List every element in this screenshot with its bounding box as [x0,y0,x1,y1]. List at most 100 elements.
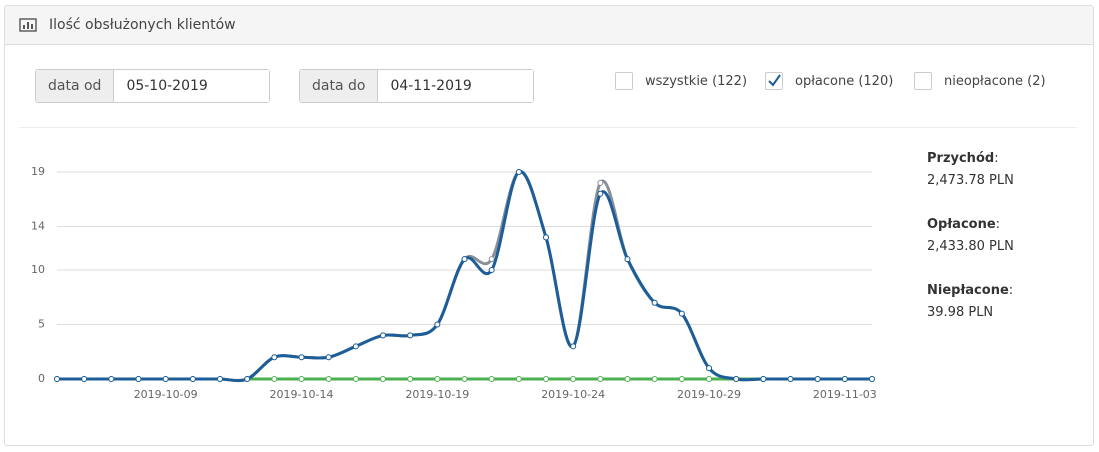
data-point [54,376,60,382]
series-line [56,170,872,383]
date-to-label: data do [300,70,379,102]
date-to-input[interactable]: 04-11-2019 [378,70,533,102]
data-point [543,234,549,241]
panel: Ilość obsłużonych klientów data od 05-10… [4,5,1094,446]
date-from[interactable]: data od 05-10-2019 [35,69,270,103]
checkbox-box[interactable] [765,72,783,90]
data-point [597,376,604,382]
data-point [271,354,278,361]
check-mark [768,74,781,87]
data-point [380,376,386,382]
data-point [271,376,278,382]
data-point [624,256,631,263]
stat-label: Opłacone: [927,214,1014,236]
y-tick-label: 19 [31,165,45,178]
x-tick-label: 2019-10-14 [270,388,334,401]
data-point [298,376,305,382]
data-point [108,376,115,382]
stat-name: Przychód [927,151,995,166]
stat-label: Niepłacone: [927,280,1014,302]
data-point [597,190,604,197]
stat-suffix: : [994,151,999,166]
data-point [217,376,223,382]
series-line [56,170,872,383]
checkbox-box[interactable] [914,72,932,90]
y-tick-label: 5 [38,318,45,331]
data-point [733,376,740,382]
checkbox-label: opłacone (120) [795,73,894,89]
checkbox[interactable]: nieopłacone (2) [914,72,1046,90]
data-point [488,267,495,274]
checkbox[interactable]: wszystkie (122) [615,72,747,90]
separator [19,127,1077,128]
data-point [325,376,332,382]
checkbox-box[interactable] [615,72,633,90]
date-from-input[interactable]: 05-10-2019 [114,70,269,102]
stat-value: 2,473.78 PLN [927,173,1014,188]
data-point [162,376,169,382]
data-point [570,376,577,382]
stat-name: Opłacone [927,217,996,232]
stat-value: 2,433.80 PLN [927,239,1014,254]
data-point [706,365,712,372]
data-point [135,376,142,382]
stat-name: Niepłacone [927,283,1009,298]
data-point [488,376,495,382]
stat-suffix: : [995,217,1001,232]
date-from-label: data od [36,70,115,102]
x-tick-label: 2019-10-09 [134,388,198,401]
data-point [651,376,658,382]
stat: Opłacone: 2,433.80 PLN [927,214,1014,258]
chart-icon [19,18,37,32]
stat: Przychód: 2,473.78 PLN [927,148,1014,192]
x-tick-label: 2019-10-24 [541,388,605,401]
data-point [869,376,875,382]
stat-suffix: : [1008,283,1014,298]
y-tick-label: 14 [31,219,45,232]
data-point [352,343,359,350]
data-point [841,376,848,382]
stats: Przychód: 2,473.78 PLN Opłacone: 2,433.80 P… [927,148,1014,346]
x-tick-label: 2019-10-19 [405,388,469,401]
stat: Niepłacone: 39.98 PLN [927,280,1014,324]
data-point [787,376,794,382]
data-point [461,376,468,382]
x-tick-label: 2019-10-29 [677,388,741,401]
checkbox[interactable]: opłacone (120) [765,72,893,90]
data-point [760,376,767,382]
data-point [570,343,577,350]
data-point [244,376,251,382]
data-point [515,376,522,382]
checkbox-label: nieopłacone (2) [944,73,1046,89]
data-point [814,376,821,382]
y-tick-label: 0 [38,372,45,385]
data-point [488,256,495,263]
data-point [515,169,522,175]
data-point [543,376,549,382]
data-point [597,179,604,186]
stat-value: 39.98 PLN [927,305,994,320]
date-to[interactable]: data do 04-11-2019 [299,69,534,103]
data-point [624,376,631,382]
panel-title: Ilość obsłużonych klientów [49,17,236,33]
stat-label: Przychód: [927,148,1014,170]
checkbox-label: wszystkie (122) [645,73,748,89]
data-point [678,310,685,317]
data-point [81,376,88,382]
data-point [678,376,685,382]
x-tick-label: 2019-11-03 [813,388,877,401]
data-point [407,376,414,382]
data-point [461,256,468,263]
panel-header: Ilość obsłużonych klientów [5,6,1093,45]
data-point [434,376,441,382]
data-point [651,299,658,306]
data-point [706,376,712,382]
y-tick-label: 10 [31,263,45,276]
data-point [352,376,359,382]
data-point [407,332,414,339]
data-point [189,376,196,382]
data-point [298,354,305,361]
data-point [434,321,441,328]
